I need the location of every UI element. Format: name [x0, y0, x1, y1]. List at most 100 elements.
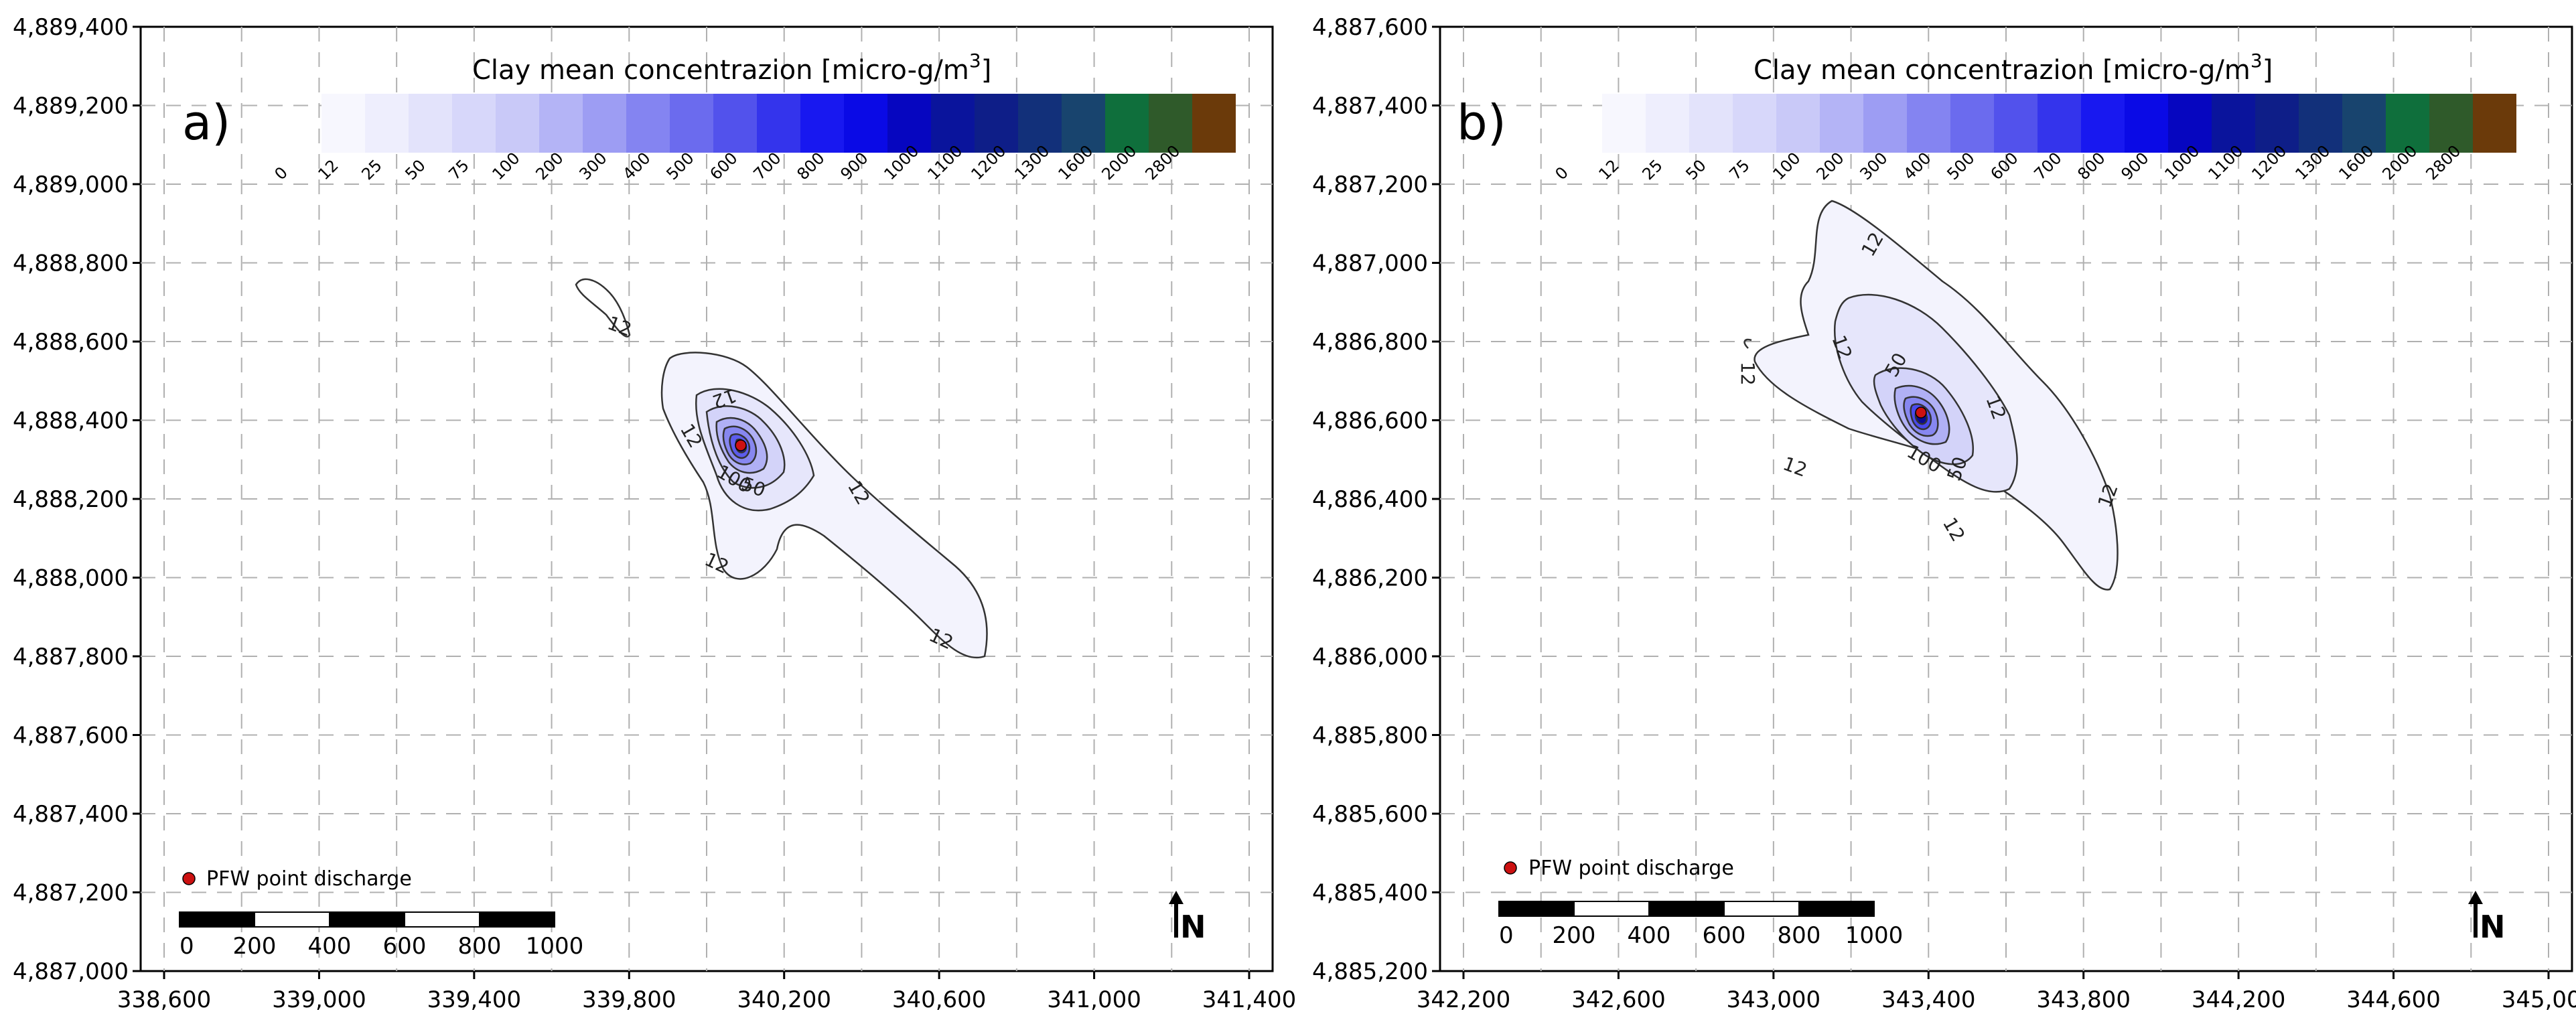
y-tick-label: 4,888,400	[13, 408, 129, 435]
north-arrow-head	[1169, 891, 1184, 904]
x-tick-label: 344,600	[2346, 986, 2441, 1013]
colorbar-swatch	[975, 94, 1018, 153]
x-tick-label: 339,800	[582, 986, 676, 1013]
map-panel-a: 4,889,400 4,889,200 4,889,000 4,888,800 4,88…	[13, 14, 1296, 1013]
colorbar-swatch	[1062, 94, 1105, 153]
legend-label: PFW point discharge	[1528, 857, 1734, 880]
y-tick-label: 4,889,200	[13, 93, 129, 120]
colorbar-swatch	[1018, 94, 1062, 153]
legend: PFW point discharge	[182, 867, 412, 891]
scale-bar-label: 800	[458, 933, 502, 960]
colorbar-swatch	[583, 94, 626, 153]
colorbar-swatch	[539, 94, 583, 153]
y-tick-label: 4,885,600	[1312, 801, 1428, 828]
colorbar-swatch	[452, 94, 496, 153]
scale-bar-label: 1000	[526, 933, 584, 960]
y-tick-label: 4,887,600	[1312, 14, 1428, 41]
colorbar-swatch	[844, 94, 887, 153]
y-tick-label: 4,889,000	[13, 171, 129, 198]
x-tick-label: 340,200	[737, 986, 831, 1013]
colorbar-swatch	[2212, 94, 2255, 153]
y-tick-label: 4,887,800	[13, 644, 129, 670]
scale-bar-label: 0	[180, 933, 194, 960]
colorbar-swatch	[1820, 94, 1863, 153]
colorbar-swatch	[1863, 94, 1907, 153]
y-tick-label: 4,886,800	[1312, 329, 1428, 356]
legend-discharge-marker	[182, 872, 196, 885]
y-tick-label: 4,885,400	[1312, 880, 1428, 907]
y-tick-label: 4,887,200	[13, 880, 129, 907]
y-axis-ticks: 4,887,600 4,887,400 4,887,200 4,887,000 4,88…	[1312, 14, 1440, 985]
y-tick-label: 4,887,600	[13, 723, 129, 749]
colorbar-swatch	[2168, 94, 2212, 153]
colorbar-swatch	[1192, 94, 1236, 153]
north-label: N	[2480, 909, 2506, 945]
y-tick-label: 4,887,000	[1312, 250, 1428, 277]
colorbar-swatch	[800, 94, 844, 153]
x-tick-label: 342,600	[1571, 986, 1666, 1013]
concentration-plume	[1743, 200, 2119, 591]
x-tick-label: 338,600	[117, 986, 212, 1013]
scale-bar-segment	[1648, 901, 1725, 917]
contour-12-isolated	[575, 278, 631, 338]
scale-bar-label: 400	[1628, 922, 1671, 949]
colorbar-title: Clay mean concentrazion [micro-g/m3]	[1754, 50, 2273, 86]
scale-bar-segment	[1498, 901, 1575, 917]
scale-bar-label: 1000	[1845, 922, 1904, 949]
colorbar-swatch	[626, 94, 670, 153]
scale-bar-label: 400	[308, 933, 352, 960]
colorbar-swatch	[496, 94, 539, 153]
scale-bar-label: 600	[1703, 922, 1746, 949]
colorbar-swatch	[2429, 94, 2473, 153]
y-tick-label: 4,887,400	[1312, 93, 1428, 120]
scale-bar-segment	[1798, 901, 1875, 917]
colorbar-swatch	[2081, 94, 2125, 153]
y-tick-label: 4,888,200	[13, 486, 129, 513]
legend: PFW point discharge	[1504, 857, 1734, 880]
y-tick-label: 4,886,000	[1312, 644, 1428, 670]
colorbar-swatch	[1994, 94, 2037, 153]
north-arrow-head	[2468, 891, 2483, 904]
colorbar: 0 12 25 50 75 100 200 300 400 500 600 700 800 900 1000…	[271, 94, 1236, 183]
colorbar-swatch	[321, 94, 365, 153]
north-label: N	[1180, 909, 1206, 945]
scale-bar-segment	[479, 911, 555, 928]
y-tick-label: 4,888,600	[13, 329, 129, 356]
x-axis-ticks: 342,200 342,600 343,000 343,400 343,800 344,2…	[1417, 971, 2576, 1013]
scale-bar-segment	[1573, 901, 1650, 917]
legend-discharge-marker	[1504, 861, 1517, 875]
colorbar-swatch	[2299, 94, 2342, 153]
colorbar-swatch	[2342, 94, 2386, 153]
x-tick-label: 343,800	[2036, 986, 2131, 1013]
colorbar-swatch	[2125, 94, 2168, 153]
x-tick-label: 340,600	[892, 986, 987, 1013]
legend-label: PFW point discharge	[206, 867, 412, 891]
colorbar-swatch	[1950, 94, 1994, 153]
colorbar-swatch	[1733, 94, 1776, 153]
y-tick-label: 4,885,800	[1312, 723, 1428, 749]
x-tick-label: 339,000	[272, 986, 366, 1013]
colorbar-title: Clay mean concentrazion [micro-g/m3]	[472, 50, 991, 86]
scale-bar-label: 800	[1778, 922, 1821, 949]
map-panel-b: 4,887,600 4,887,400 4,887,200 4,887,000 4,88…	[1312, 14, 2576, 1013]
x-tick-label: 343,000	[1727, 986, 1821, 1013]
y-tick-label: 4,886,200	[1312, 565, 1428, 592]
scale-bar-label: 0	[1499, 922, 1514, 949]
scale-bar-segment	[1723, 901, 1800, 917]
scale-bar: 0 200 400 600 800 1000	[1498, 901, 1904, 949]
colorbar-swatch	[931, 94, 975, 153]
colorbar-swatch	[1602, 94, 1646, 153]
y-tick-label: 4,889,400	[13, 14, 129, 41]
y-tick-label: 4,885,200	[1312, 958, 1428, 985]
y-tick-label: 4,887,200	[1312, 171, 1428, 198]
scale-bar-label: 200	[1553, 922, 1596, 949]
x-axis-ticks: 338,600 339,000 339,400 339,800 340,200 340,6…	[117, 971, 1296, 1013]
colorbar-swatch	[713, 94, 757, 153]
scale-bar-label: 200	[233, 933, 277, 960]
discharge-point	[735, 439, 747, 451]
colorbar-swatch	[2473, 94, 2516, 153]
north-arrow: N	[2468, 891, 2506, 945]
y-tick-label: 4,887,000	[13, 958, 129, 985]
y-tick-label: 4,887,400	[13, 801, 129, 828]
colorbar-swatch	[365, 94, 409, 153]
